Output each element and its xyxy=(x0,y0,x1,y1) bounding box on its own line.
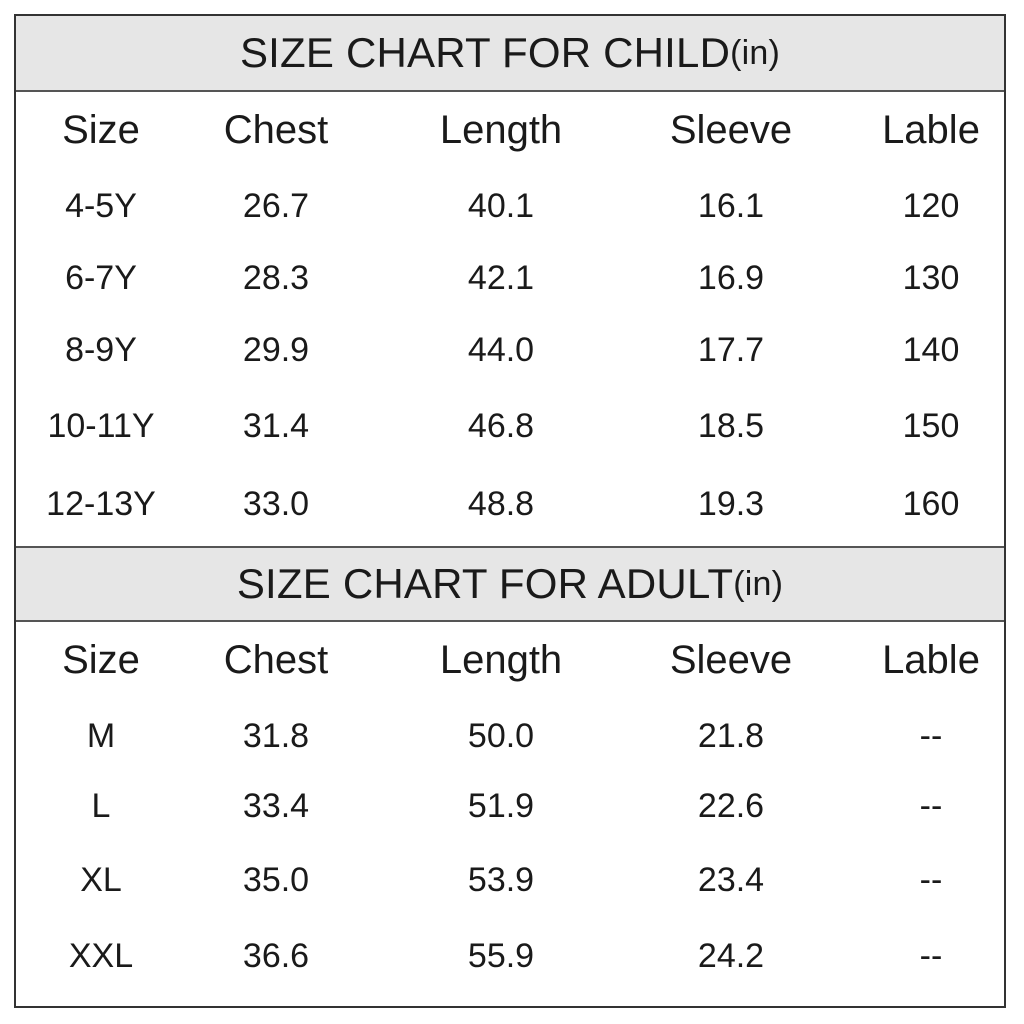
child-cell-lable: 160 xyxy=(902,485,960,523)
adult-cell-sleeve: 22.6 xyxy=(697,787,765,825)
adult-size-chart-title: SIZE CHART FOR ADULT (in) xyxy=(16,546,1004,622)
child-col-header-lable: Lable xyxy=(882,108,980,152)
adult-col-header-sleeve: Sleeve xyxy=(669,638,793,682)
child-cell-size: 12-13Y xyxy=(46,485,156,523)
child-size-chart-title: SIZE CHART FOR CHILD (in) xyxy=(16,16,1004,92)
child-col-header-length: Length xyxy=(439,108,563,152)
child-cell-lable: 120 xyxy=(902,187,960,225)
child-table-row: 12-13Y 33.0 48.8 19.3 160 xyxy=(16,474,1004,534)
child-table-row: 6-7Y 28.3 42.1 16.9 130 xyxy=(16,248,1004,308)
child-cell-lable: 130 xyxy=(902,259,960,297)
adult-title-text: SIZE CHART FOR ADULT xyxy=(236,560,734,607)
adult-cell-length: 51.9 xyxy=(467,787,535,825)
child-cell-lable: 140 xyxy=(902,331,960,369)
adult-cell-lable: -- xyxy=(919,937,943,975)
child-cell-chest: 29.9 xyxy=(242,331,310,369)
child-cell-sleeve: 16.1 xyxy=(697,187,765,225)
adult-cell-length: 50.0 xyxy=(467,717,535,755)
child-cell-sleeve: 19.3 xyxy=(697,485,765,523)
adult-col-header-chest: Chest xyxy=(223,638,329,682)
child-cell-length: 42.1 xyxy=(467,259,535,297)
child-cell-length: 44.0 xyxy=(467,331,535,369)
adult-cell-lable: -- xyxy=(919,861,943,899)
adult-col-header-size: Size xyxy=(62,638,140,682)
child-col-header-sleeve: Sleeve xyxy=(669,108,793,152)
adult-column-header-row: Size Chest Length Sleeve Lable xyxy=(16,630,1004,690)
adult-table-row: XXL 36.6 55.9 24.2 -- xyxy=(16,926,1004,986)
adult-cell-sleeve: 23.4 xyxy=(697,861,765,899)
child-cell-chest: 33.0 xyxy=(242,485,310,523)
adult-cell-sleeve: 21.8 xyxy=(697,717,765,755)
adult-cell-lable: -- xyxy=(919,787,943,825)
adult-col-header-lable: Lable xyxy=(882,638,980,682)
child-cell-size: 4-5Y xyxy=(65,187,137,225)
child-cell-chest: 26.7 xyxy=(242,187,310,225)
child-col-header-chest: Chest xyxy=(223,108,329,152)
adult-cell-chest: 33.4 xyxy=(242,787,310,825)
adult-cell-chest: 35.0 xyxy=(242,861,310,899)
adult-col-header-length: Length xyxy=(439,638,563,682)
adult-cell-chest: 31.8 xyxy=(242,717,310,755)
adult-table-row: M 31.8 50.0 21.8 -- xyxy=(16,706,1004,766)
child-column-header-row: Size Chest Length Sleeve Lable xyxy=(16,100,1004,160)
adult-cell-size: XXL xyxy=(68,937,134,975)
child-cell-size: 10-11Y xyxy=(47,407,155,445)
child-cell-size: 6-7Y xyxy=(65,259,137,297)
adult-cell-length: 55.9 xyxy=(467,937,535,975)
adult-cell-lable: -- xyxy=(919,717,943,755)
child-cell-length: 40.1 xyxy=(467,187,535,225)
child-table-row: 10-11Y 31.4 46.8 18.5 150 xyxy=(16,396,1004,456)
size-chart-frame: SIZE CHART FOR CHILD (in) Size Chest Leng… xyxy=(14,14,1006,1008)
child-cell-sleeve: 18.5 xyxy=(697,407,765,445)
child-cell-chest: 28.3 xyxy=(242,259,310,297)
child-cell-lable: 150 xyxy=(902,407,960,445)
adult-table-row: XL 35.0 53.9 23.4 -- xyxy=(16,850,1004,910)
adult-cell-length: 53.9 xyxy=(467,861,535,899)
child-cell-length: 46.8 xyxy=(467,407,535,445)
adult-cell-size: L xyxy=(91,787,111,825)
adult-cell-size: M xyxy=(86,717,116,755)
child-cell-length: 48.8 xyxy=(467,485,535,523)
adult-cell-chest: 36.6 xyxy=(242,937,310,975)
adult-title-unit: (in) xyxy=(733,564,784,603)
child-table-row: 4-5Y 26.7 40.1 16.1 120 xyxy=(16,176,1004,236)
child-cell-size: 8-9Y xyxy=(65,331,137,369)
child-cell-sleeve: 16.9 xyxy=(697,259,765,297)
child-cell-sleeve: 17.7 xyxy=(697,331,765,369)
child-title-unit: (in) xyxy=(730,33,781,72)
adult-table-row: L 33.4 51.9 22.6 -- xyxy=(16,776,1004,836)
child-title-text: SIZE CHART FOR CHILD xyxy=(239,29,731,76)
child-cell-chest: 31.4 xyxy=(242,407,310,445)
adult-cell-size: XL xyxy=(80,861,122,899)
child-col-header-size: Size xyxy=(62,108,140,152)
adult-cell-sleeve: 24.2 xyxy=(697,937,765,975)
child-table-row: 8-9Y 29.9 44.0 17.7 140 xyxy=(16,320,1004,380)
